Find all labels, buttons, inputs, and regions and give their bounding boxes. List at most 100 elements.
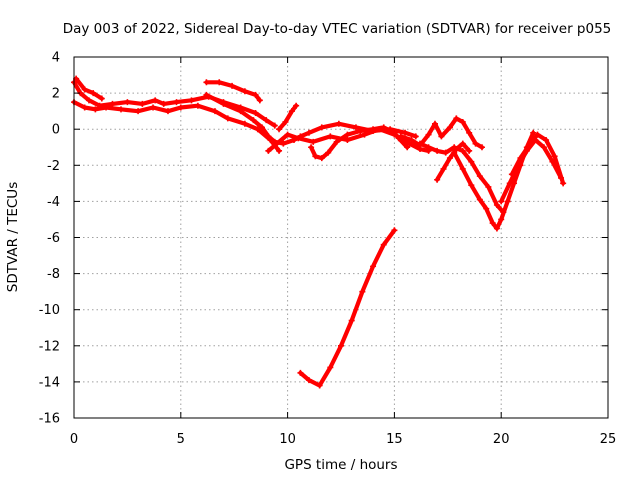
grid (74, 57, 608, 418)
data-point (451, 149, 458, 156)
data-point (352, 124, 359, 131)
data-point (404, 144, 411, 151)
y-tick-label: -14 (39, 375, 60, 390)
data-point (344, 137, 351, 144)
data-point (139, 100, 146, 107)
data-point (440, 165, 447, 172)
data-point (327, 364, 334, 371)
data-point (508, 171, 515, 178)
series-line (309, 125, 410, 161)
data-point (318, 124, 325, 131)
data-point (402, 129, 409, 136)
data-point (459, 118, 466, 125)
data-point (504, 198, 511, 205)
data-point (81, 86, 88, 93)
data-point (229, 82, 236, 89)
data-point (442, 149, 449, 156)
data-point (335, 120, 342, 127)
data-point (293, 102, 300, 109)
series-line (277, 103, 299, 132)
data-point (211, 108, 218, 115)
y-tick-label: 0 (52, 123, 60, 138)
data-point (333, 138, 340, 145)
data-point (438, 133, 445, 140)
data-point (489, 220, 496, 227)
data-point (271, 122, 278, 129)
data-point (380, 241, 387, 248)
data-point (391, 129, 398, 136)
data-point (361, 131, 368, 138)
data-point (525, 142, 532, 149)
series-track-2 (71, 99, 283, 154)
series-track-8 (308, 124, 411, 162)
data-point (357, 128, 364, 135)
y-tick-label: -16 (39, 412, 60, 427)
data-point (103, 104, 110, 111)
data-point (220, 100, 227, 107)
data-point (117, 106, 124, 113)
data-point (237, 108, 244, 115)
data-point (434, 147, 441, 154)
data-point (109, 100, 116, 107)
y-tick-label: -4 (47, 195, 60, 210)
data-point (98, 95, 105, 102)
data-layer (71, 75, 567, 389)
data-point (431, 120, 438, 127)
data-point (150, 104, 157, 111)
data-point (483, 205, 490, 212)
data-point (224, 115, 231, 122)
data-point (316, 382, 323, 389)
series-line (298, 228, 397, 388)
data-point (472, 140, 479, 147)
data-point (493, 225, 500, 232)
data-point (425, 144, 432, 151)
data-point (560, 180, 567, 187)
y-tick-label: -8 (47, 267, 60, 282)
data-point (540, 144, 547, 151)
data-point (476, 173, 483, 180)
data-point (177, 104, 184, 111)
data-point (412, 133, 419, 140)
data-point (478, 144, 485, 151)
data-point (530, 129, 537, 136)
data-point (534, 131, 541, 138)
data-point (380, 124, 387, 131)
data-point (446, 155, 453, 162)
series-line (71, 100, 282, 153)
x-tick-label: 10 (279, 432, 296, 447)
series-line (417, 141, 506, 215)
y-tick-label: -2 (47, 159, 60, 174)
series-line (74, 76, 104, 101)
data-point (325, 149, 332, 156)
x-tick-label: 25 (600, 432, 617, 447)
y-tick-label: 2 (52, 87, 60, 102)
data-point (252, 109, 259, 116)
data-point (459, 165, 466, 172)
data-point (265, 133, 272, 140)
chart-title: Day 003 of 2022, Sidereal Day-to-day VTE… (63, 21, 612, 37)
data-point (273, 140, 280, 147)
data-point (485, 183, 492, 190)
data-point (280, 140, 287, 147)
data-point (173, 99, 180, 106)
data-point (327, 133, 334, 140)
x-tick-label: 15 (386, 432, 403, 447)
data-point (258, 124, 265, 131)
data-point (160, 100, 167, 107)
data-point (265, 147, 272, 154)
x-axis-label: GPS time / hours (284, 457, 397, 473)
series-track-15 (297, 227, 398, 389)
data-point (318, 155, 325, 162)
data-point (203, 79, 210, 86)
data-point (446, 124, 453, 131)
series-track-4 (203, 79, 263, 104)
data-point (406, 140, 413, 147)
data-point (493, 202, 500, 209)
series-track-14 (508, 131, 567, 187)
series-line (204, 92, 418, 146)
data-point (241, 120, 248, 127)
data-point (498, 216, 505, 223)
y-tick-label: -6 (47, 231, 60, 246)
data-point (254, 126, 261, 133)
